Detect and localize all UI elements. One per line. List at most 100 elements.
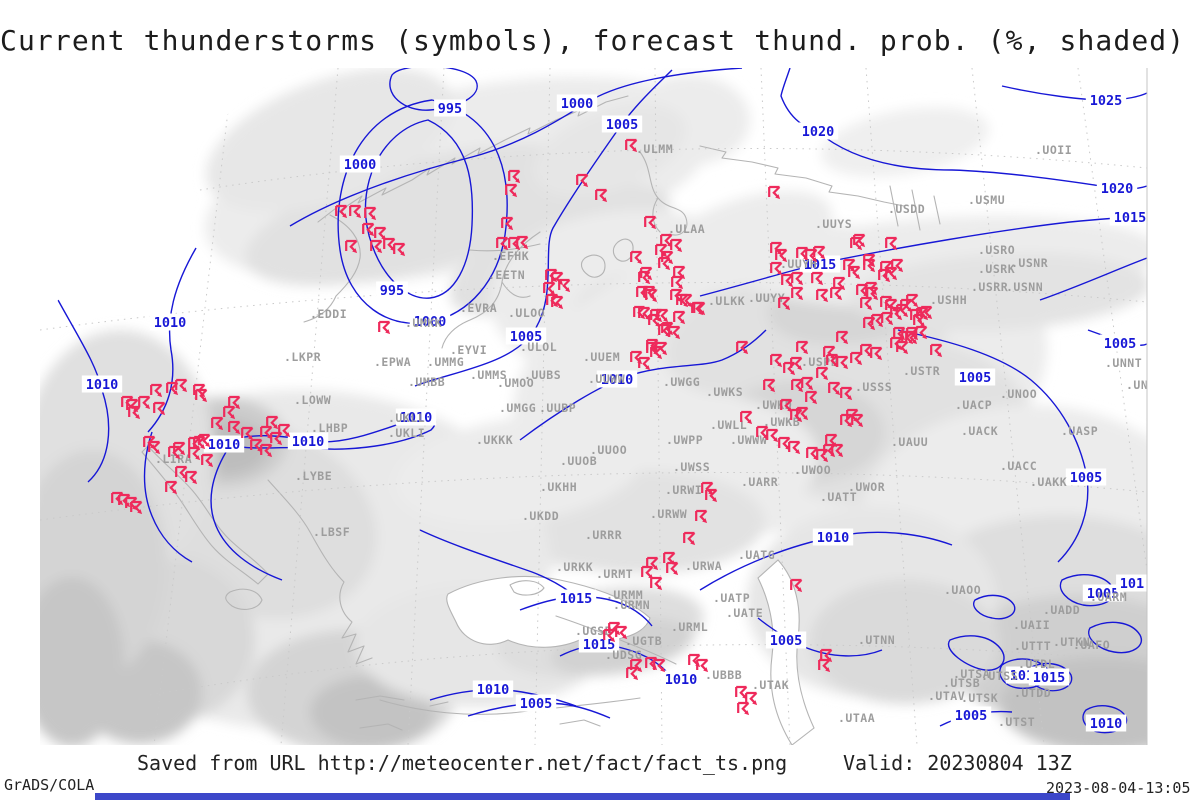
thunderstorm-symbol-arrowhead <box>503 245 509 251</box>
thunderstorm-symbol-arrowhead <box>927 314 933 320</box>
thunderstorm-symbol <box>153 401 166 416</box>
thunderstorm-symbol <box>543 281 556 296</box>
station-label: .UTSK <box>961 691 998 705</box>
thunderstorm-symbol-stroke <box>850 351 863 363</box>
thunderstorm-symbol-stroke <box>860 296 873 308</box>
thunderstorm-symbol <box>640 266 653 281</box>
thunderstorm-symbol-stroke <box>840 386 853 398</box>
station-label: .UAFO <box>1073 638 1110 652</box>
thunderstorm-symbol <box>737 701 750 716</box>
thunderstorm-symbol <box>850 351 863 366</box>
thunderstorm-symbol-stroke <box>737 701 750 713</box>
thunderstorm-symbol <box>516 235 529 250</box>
thunderstorm-symbol <box>736 340 749 355</box>
gridline-layer <box>40 68 1147 745</box>
thunderstorm-symbol <box>828 381 841 396</box>
thunderstorm-symbol-stroke <box>165 480 178 492</box>
thunderstorm-symbol <box>671 275 684 290</box>
station-label: .LHBP <box>311 421 348 435</box>
coastline <box>555 615 677 665</box>
thunderstorm-symbol-stroke <box>543 281 556 293</box>
station-label: .UWOR <box>848 480 885 494</box>
thunderstorm-symbol-stroke <box>673 265 686 277</box>
thunderstorm-symbol-arrowhead <box>785 305 791 311</box>
station-label: .UWKB <box>763 415 800 429</box>
station-label: .UKLI <box>388 426 425 440</box>
thunderstorm-symbol-stroke <box>615 625 628 637</box>
thunderstorm-symbol-arrowhead <box>885 277 891 283</box>
thunderstorm-symbol-stroke <box>668 325 681 337</box>
thunderstorm-symbol <box>551 271 564 286</box>
thunderstorm-symbol-arrowhead <box>647 275 653 281</box>
thunderstorm-symbol-arrowhead <box>665 265 671 271</box>
station-label: .UUYH <box>780 257 817 271</box>
thunderstorm-symbol-stroke <box>658 323 671 335</box>
station-label: .URML <box>671 620 708 634</box>
isobar-1010 <box>143 431 193 563</box>
isobar-label-box <box>1085 91 1127 109</box>
isobar-label-box <box>1096 179 1138 197</box>
isobar-label-box <box>1085 714 1127 732</box>
thunderstorm-symbol <box>791 378 804 393</box>
thunderstorm-symbol <box>625 138 638 153</box>
isobar-label-box <box>203 435 245 453</box>
thunderstorm-symbol-stroke <box>770 261 783 273</box>
thunderstorm-symbol-stroke <box>148 440 161 452</box>
thunderstorm-symbol <box>818 658 831 673</box>
isobar-label-box <box>1099 334 1141 352</box>
isobar-label: 1010 <box>477 682 510 698</box>
thunderstorm-symbol <box>370 239 383 254</box>
thunderstorm-symbol-stroke <box>735 685 748 697</box>
valid-time-text: Valid: 20230804 13Z <box>843 751 1072 775</box>
isobar-label-box <box>765 631 807 649</box>
station-label: .UTSS <box>981 669 1018 683</box>
station-label: .UUBP <box>539 401 576 415</box>
thunderstorm-symbol <box>853 233 866 248</box>
thunderstorm-symbol-arrowhead <box>752 700 758 706</box>
isobar-1010 <box>419 529 571 593</box>
isobar-label: 1005 <box>510 329 543 345</box>
shading-blob <box>821 107 989 177</box>
thunderstorm-symbol-stroke <box>643 285 656 297</box>
thunderstorm-symbol-arrowhead <box>205 442 211 448</box>
thunderstorm-symbol <box>650 576 663 591</box>
thunderstorm-symbol-stroke <box>791 378 804 390</box>
thunderstorm-symbol <box>830 286 843 301</box>
thunderstorm-symbol-stroke <box>551 295 564 307</box>
thunderstorm-symbol-stroke <box>811 271 824 283</box>
isobar-995 <box>364 119 474 299</box>
station-label: .LKPR <box>284 350 321 364</box>
thunderstorm-symbol <box>505 183 518 198</box>
thunderstorm-symbol-arrowhead <box>775 194 781 200</box>
isobar-label: 1015 <box>804 257 837 273</box>
thunderstorm-symbol-arrowhead <box>660 667 666 673</box>
thunderstorm-symbol <box>851 413 864 428</box>
thunderstorm-symbol-arrowhead <box>892 307 898 313</box>
thunderstorm-symbol-arrowhead <box>770 387 776 393</box>
thunderstorm-symbol-stroke <box>660 233 673 245</box>
thunderstorm-symbol-stroke <box>501 216 514 228</box>
thunderstorm-symbol-stroke <box>796 406 809 418</box>
thunderstorm-symbol-arrowhead <box>377 248 383 254</box>
station-label: .LBSF <box>313 525 350 539</box>
isobar-label: 1015 <box>560 591 593 607</box>
station-label: .USNR <box>1011 256 1048 270</box>
isobar-label-box <box>472 680 514 698</box>
isobar-label: 1010 <box>665 672 698 688</box>
thunderstorm-symbol-stroke <box>378 320 391 332</box>
thunderstorm-symbol-stroke <box>175 465 188 477</box>
thunderstorm-symbol-stroke <box>740 410 753 422</box>
thunderstorm-symbol-arrowhead <box>870 267 876 273</box>
thunderstorm-symbol-arrowhead <box>356 213 362 219</box>
thunderstorm-symbol-arrowhead <box>175 454 181 460</box>
thunderstorm-symbol-arrowhead <box>675 334 681 340</box>
isobar-label-box <box>578 635 620 653</box>
thunderstorm-symbol-arrowhead <box>550 290 556 296</box>
thunderstorm-symbol-stroke <box>138 395 151 407</box>
thunderstorm-symbol-stroke <box>770 353 783 365</box>
isobar-label-box <box>376 281 408 299</box>
station-label: .UTAV <box>928 689 965 703</box>
thunderstorm-symbol-arrowhead <box>645 279 651 285</box>
station-label: .UBBB <box>705 668 742 682</box>
thunderstorm-symbol-stroke <box>150 383 163 395</box>
